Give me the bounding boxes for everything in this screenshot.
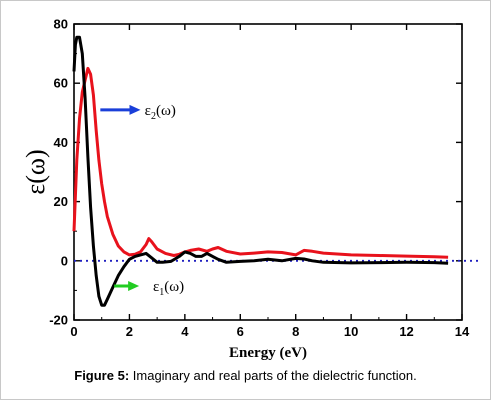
annotation-subscript: 2	[151, 111, 156, 122]
series-group	[72, 35, 449, 307]
series-line-epsilon1	[72, 35, 449, 307]
x-tick-label: 4	[181, 324, 189, 339]
y-tick-label: 60	[54, 76, 68, 91]
y-tick-label: 80	[54, 17, 68, 32]
caption-label: Figure 5:	[74, 368, 130, 383]
x-tick-label: 12	[399, 324, 413, 339]
annotations-group: ε2(ω)ε1(ω)	[100, 103, 184, 298]
annotation-label: ε1(ω)	[153, 279, 184, 298]
annotation-label: ε2(ω)	[145, 103, 176, 122]
caption-text: Imaginary and real parts of the dielectr…	[129, 368, 417, 383]
y-tick-label: 0	[61, 253, 68, 268]
annotation-tail: (ω)	[156, 103, 176, 119]
plot-axes	[73, 23, 463, 321]
series-line-epsilon2	[72, 66, 449, 259]
x-tick-label: 2	[126, 324, 133, 339]
annotation-tail: (ω)	[164, 279, 184, 295]
x-axis-label: Energy (eV)	[229, 345, 307, 361]
y-tick-label: 20	[54, 194, 68, 209]
annotation-symbol: ε	[145, 103, 151, 119]
annotation-symbol: ε	[153, 279, 159, 295]
x-tick-label: 10	[344, 324, 358, 339]
x-tick-label: 0	[70, 324, 77, 339]
plot-border	[73, 23, 463, 321]
y-axis-label: ε(ω)	[21, 149, 50, 194]
annotation-epsilon2: ε2(ω)	[100, 103, 176, 122]
y-tick-label: 40	[54, 135, 68, 150]
figure-caption: Figure 5: Imaginary and real parts of th…	[0, 368, 491, 383]
x-tick-label: 6	[237, 324, 244, 339]
annotation-epsilon1: ε1(ω)	[114, 279, 184, 298]
x-tick-label: 8	[292, 324, 299, 339]
annotation-arrow-head	[129, 104, 141, 115]
y-tick-label: -20	[49, 313, 68, 328]
annotation-subscript: 1	[159, 287, 164, 298]
x-tick-label: 14	[455, 324, 470, 339]
annotation-arrow-head	[128, 280, 140, 291]
